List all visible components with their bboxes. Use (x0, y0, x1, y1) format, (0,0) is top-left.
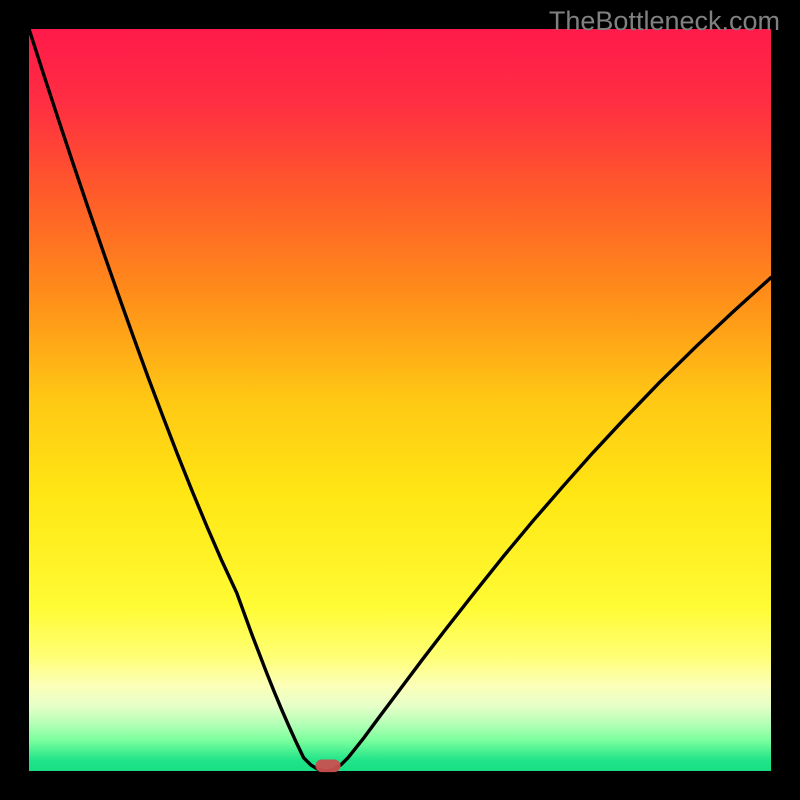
watermark-text: TheBottleneck.com (549, 6, 780, 37)
chart-svg (0, 0, 800, 800)
optimal-marker (315, 760, 340, 773)
plot-background (29, 29, 771, 771)
bottleneck-chart: TheBottleneck.com (0, 0, 800, 800)
